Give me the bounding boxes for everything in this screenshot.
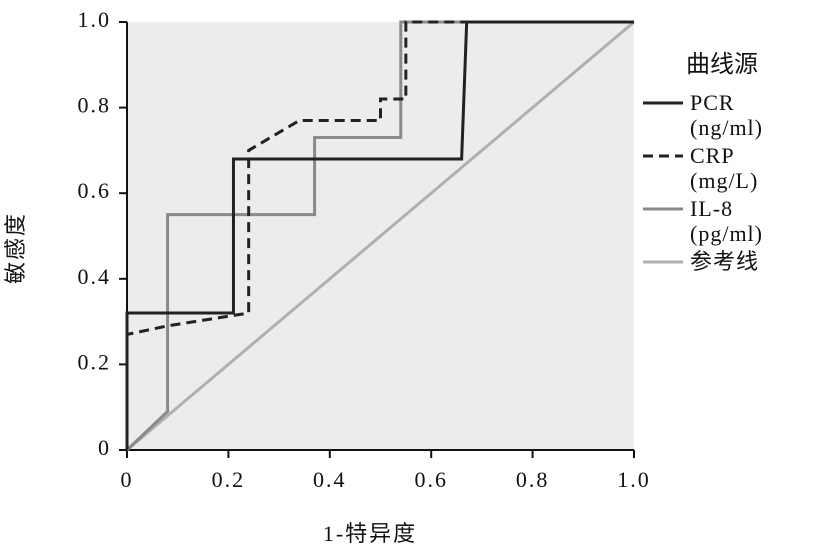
y-tick-label: 0 <box>98 435 111 460</box>
x-tick-label: 0.4 <box>313 467 347 492</box>
series-line <box>125 20 634 450</box>
legend-entry: CRP (mg/L) <box>690 143 759 193</box>
x-tick-label: 0.6 <box>414 467 448 492</box>
legend-entry: 参考线 <box>690 249 760 274</box>
legend-entry: IL-8 (pg/ml) <box>690 196 763 246</box>
legend-entry: PCR (ng/ml) <box>690 90 763 140</box>
x-tick-label: 0.8 <box>516 467 550 492</box>
y-tick-label: 1.0 <box>78 7 112 32</box>
x-tick-label: 0.2 <box>212 467 246 492</box>
series-line <box>125 20 634 452</box>
x-tick-label: 1.0 <box>617 467 651 492</box>
x-tick-label: 0 <box>121 467 134 492</box>
series-line <box>126 20 635 452</box>
y-tick-label: 0.8 <box>78 93 112 118</box>
series-line <box>125 20 634 450</box>
y-tick-label: 0.6 <box>78 178 112 203</box>
y-tick-label: 0.4 <box>78 264 112 289</box>
y-axis-label: 敏感度 <box>3 212 28 284</box>
legend-title: 曲线源 <box>686 52 758 78</box>
x-axis-label: 1-特异度 <box>323 521 417 546</box>
y-tick-label: 0.2 <box>78 349 112 374</box>
